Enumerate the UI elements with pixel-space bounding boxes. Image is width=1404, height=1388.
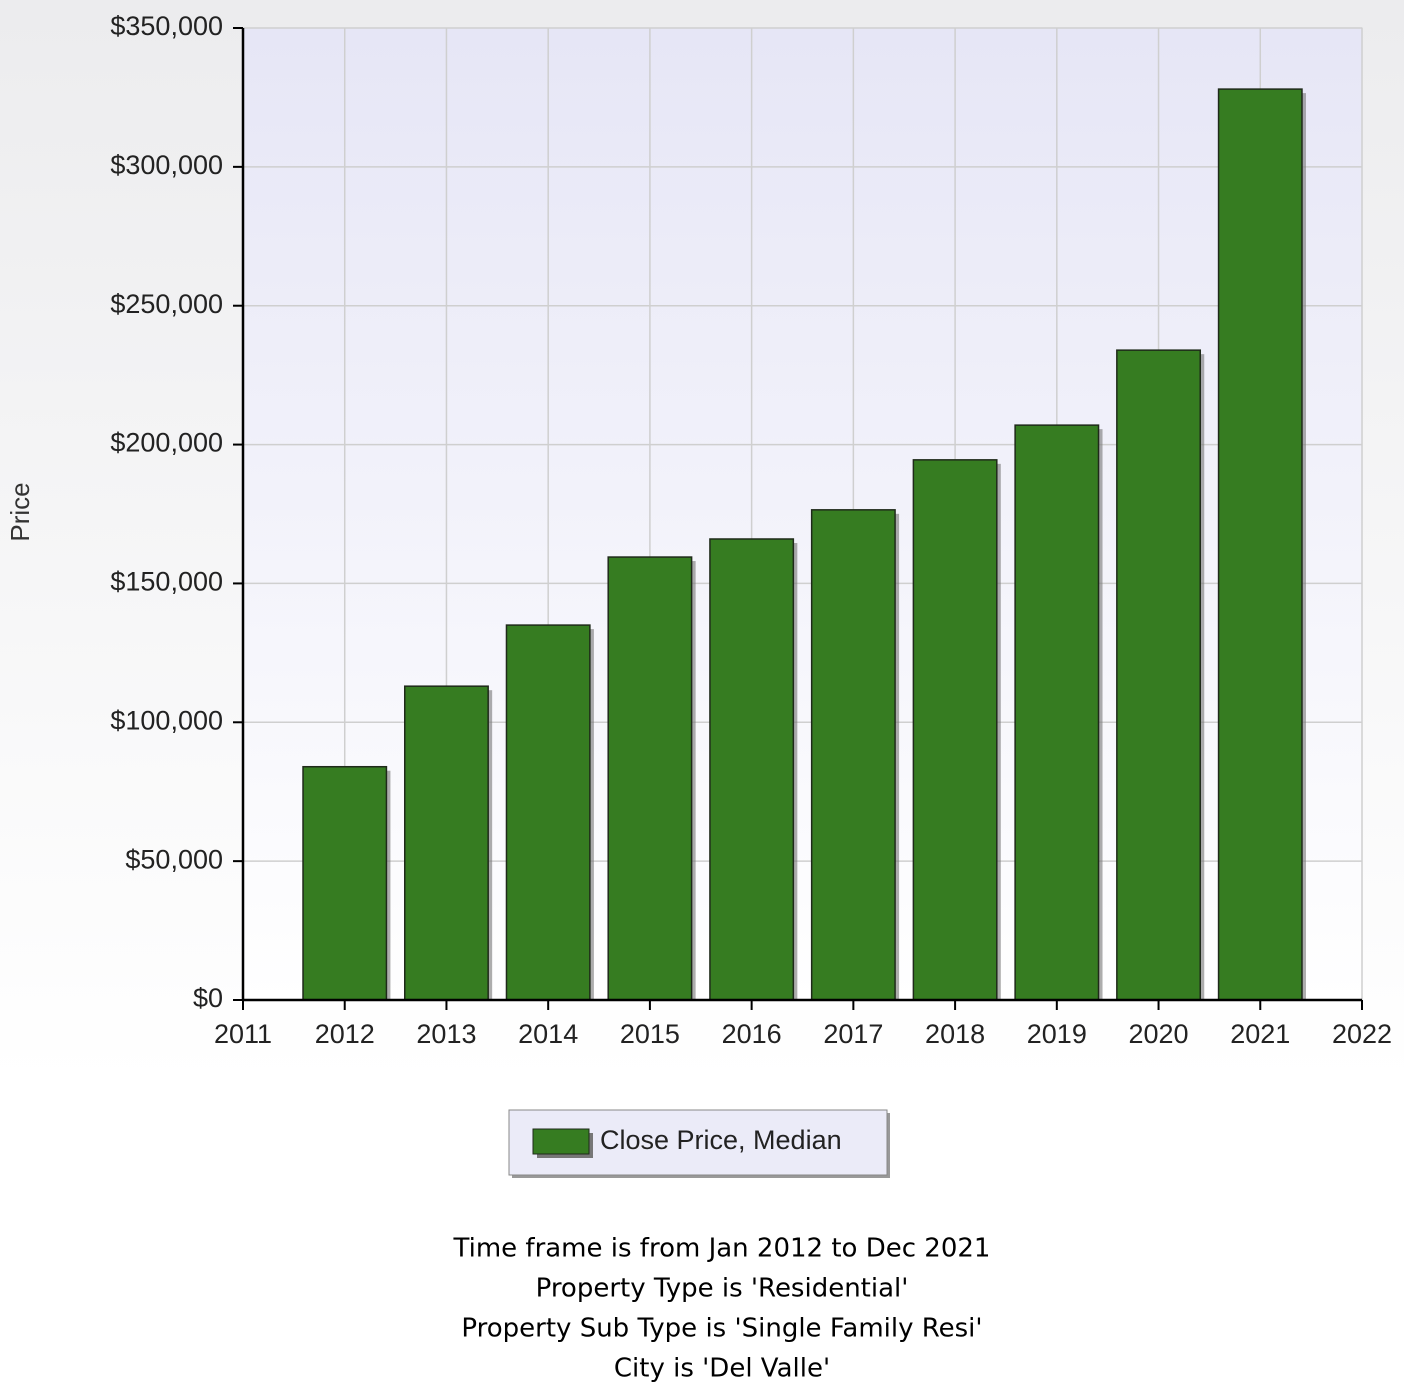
- y-tick-label: $100,000: [110, 705, 223, 735]
- x-tick-label: 2022: [1332, 1019, 1392, 1049]
- bar: [302, 765, 388, 1001]
- x-tick-label: 2013: [416, 1019, 476, 1049]
- bar: [912, 459, 998, 1001]
- bar: [1217, 88, 1303, 1001]
- x-tick-label: 2020: [1129, 1019, 1189, 1049]
- y-tick-label: $250,000: [110, 289, 223, 319]
- legend: [508, 1109, 890, 1178]
- footnote: Property Sub Type is 'Single Family Resi…: [461, 1314, 982, 1344]
- x-tick-label: 2015: [620, 1019, 680, 1049]
- bar: [709, 538, 795, 1001]
- bar: [1116, 349, 1202, 1001]
- x-tick-label: 2016: [722, 1019, 782, 1049]
- footnote: Time frame is from Jan 2012 to Dec 2021: [453, 1234, 991, 1264]
- bar: [1014, 424, 1100, 1001]
- x-tick-label: 2018: [925, 1019, 985, 1049]
- x-tick-label: 2014: [518, 1019, 578, 1049]
- y-axis-label: Price: [5, 482, 35, 541]
- legend-box: [508, 1109, 888, 1176]
- footnote: Property Type is 'Residential': [536, 1274, 909, 1304]
- legend-swatch: [532, 1128, 590, 1155]
- x-tick-label: 2019: [1027, 1019, 1087, 1049]
- legend-label: Close Price, Median: [600, 1125, 842, 1155]
- bar: [403, 685, 489, 1001]
- y-tick-label: $350,000: [110, 11, 223, 41]
- y-tick-label: $50,000: [125, 844, 223, 874]
- y-tick-label: $300,000: [110, 150, 223, 180]
- footnote: City is 'Del Valle': [614, 1354, 830, 1384]
- x-tick-label: 2021: [1230, 1019, 1290, 1049]
- bar: [810, 509, 896, 1001]
- x-tick-label: 2012: [315, 1019, 375, 1049]
- bar: [505, 624, 591, 1001]
- x-tick-label: 2011: [214, 1019, 272, 1049]
- y-tick-label: $150,000: [110, 567, 223, 597]
- x-tick-label: 2017: [823, 1019, 883, 1049]
- y-tick-label: $200,000: [110, 428, 223, 458]
- bar: [607, 556, 693, 1001]
- y-tick-label: $0: [193, 983, 223, 1013]
